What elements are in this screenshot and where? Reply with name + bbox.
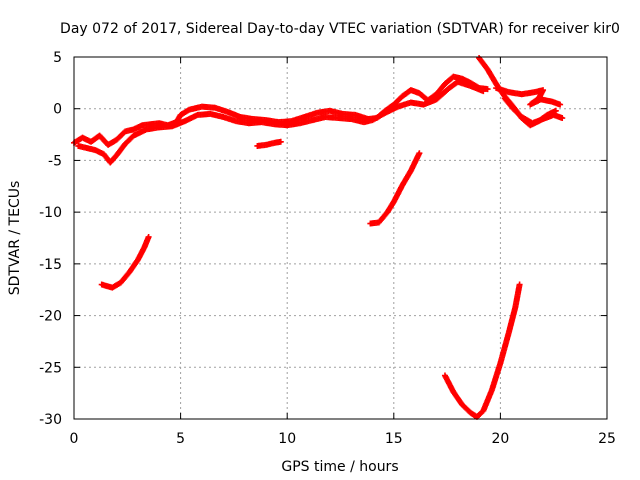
data-point [516,281,523,288]
y-tick-label: 5 [53,50,62,66]
x-axis-label: GPS time / hours [281,459,398,475]
data-point [559,115,566,122]
x-tick-label: 0 [70,431,79,447]
y-tick-label: -25 [39,360,62,376]
data-points [71,55,566,420]
x-tick-label: 15 [385,431,403,447]
grid-lines [74,57,607,419]
plot-frame [73,56,608,420]
series-descending-arc-2 [367,150,423,227]
data-point [552,107,559,114]
y-tick-label: 0 [53,102,62,118]
data-point [484,86,491,93]
data-point [277,138,284,145]
series-late-arc-3 [501,95,566,127]
axis-ticks: 0 5 10 15 20 25 -30 -25 -20 -15 -10 -5 0 5 [39,50,616,447]
data-point [557,101,564,108]
y-tick-label: -30 [39,412,62,428]
data-point [480,88,487,95]
data-point [416,150,423,157]
chart-title: Day 072 of 2017, Sidereal Day-to-day VTE… [60,21,620,37]
y-tick-label: -5 [48,153,62,169]
x-tick-label: 20 [491,431,509,447]
y-tick-label: -15 [39,257,62,273]
y-tick-label: -20 [39,309,62,325]
series-late-arc-2 [493,85,564,108]
y-tick-label: -10 [39,205,62,221]
series-main-arc-2 [75,78,487,166]
x-tick-label: 10 [278,431,296,447]
series-descending-arc-1 [98,233,152,291]
series-deep-arc [441,281,523,420]
x-tick-label: 25 [598,431,616,447]
y-axis-label: SDTVAR / TECUs [7,181,23,296]
data-point [145,233,152,240]
x-tick-label: 5 [176,431,185,447]
series-short-arc-9h [254,138,284,149]
